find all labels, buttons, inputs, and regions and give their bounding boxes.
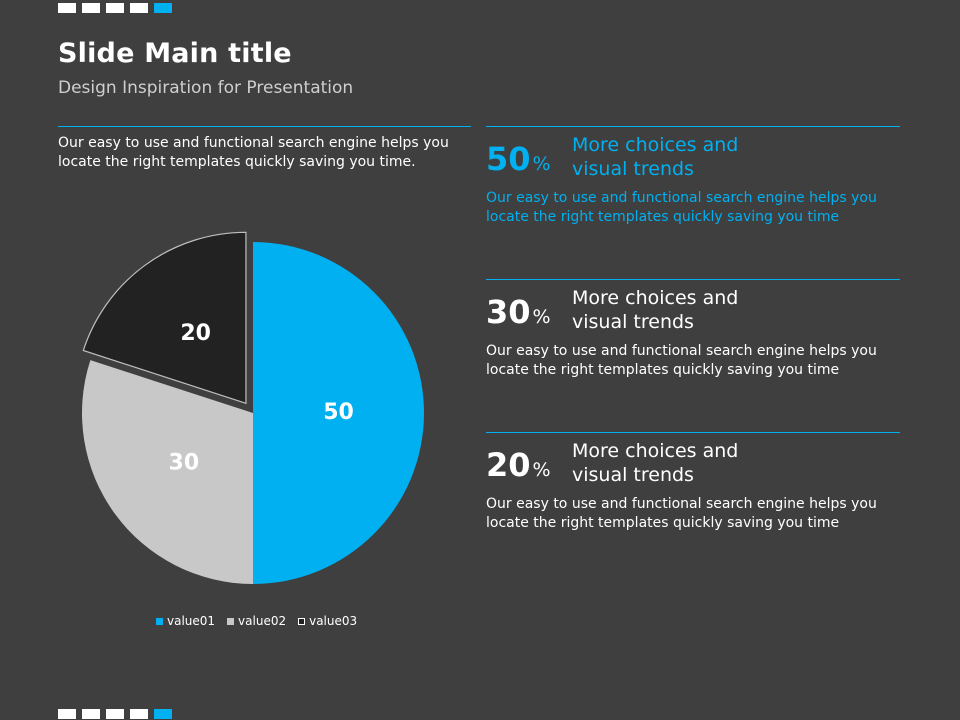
stat-value: 30 [486,293,531,331]
legend-swatch [298,617,306,625]
pie-data-label: 20 [180,321,211,346]
pie-chart: 50 30 20 [81,231,424,584]
decor-square-accent [154,3,172,13]
legend-item-value02: value02 [227,614,286,628]
top-decoration [58,3,172,13]
stat-unit: % [532,306,551,328]
decor-square [58,3,76,13]
stat-heading-line: More choices and [572,287,739,309]
stat-heading-line: More choices and [572,440,739,462]
stat-heading-line: visual trends [572,158,694,180]
stat-heading-line: More choices and [572,134,739,156]
legend-label: value02 [238,614,287,628]
decor-square [130,3,148,13]
stat-percentage: 50% [486,133,572,181]
chart-legend: value01 value02 value03 [156,614,357,628]
stat-value: 20 [486,446,531,484]
stat-description: Our easy to use and functional search en… [486,496,877,531]
legend-swatch [227,617,235,625]
stat-heading-line: visual trends [572,311,694,333]
slide-title: Slide Main title [58,38,292,69]
decor-square [82,3,100,13]
stat-heading: More choices and visual trends [572,286,738,334]
legend-label: value03 [309,614,358,628]
stat-description: Our easy to use and functional search en… [486,190,877,225]
legend-label: value01 [167,614,216,628]
divider-line [58,126,471,127]
stat-description: Our easy to use and functional search en… [486,343,877,378]
decor-square [58,709,76,719]
pie-data-label: 30 [169,450,200,475]
legend-item-value01: value01 [156,614,215,628]
decor-square [130,709,148,719]
divider-line [486,279,900,280]
pie-data-label: 50 [323,400,354,425]
legend-swatch [156,617,163,625]
decor-square [82,709,100,719]
pie-slice-value03 [82,231,247,405]
divider-line [486,126,900,127]
stat-heading: More choices and visual trends [572,439,738,487]
intro-text: Our easy to use and functional search en… [58,135,449,170]
legend-item-value03: value03 [298,614,357,628]
divider-line [486,432,900,433]
stat-heading-line: visual trends [572,464,694,486]
bottom-decoration [58,709,172,719]
decor-square [106,709,124,719]
pie-slice-value02 [81,360,253,584]
stat-percentage: 30% [486,286,572,334]
stat-unit: % [532,153,551,175]
stat-value: 50 [486,140,531,178]
pie-slice-value01 [253,242,424,584]
stat-unit: % [532,459,551,481]
decor-square [106,3,124,13]
stat-percentage: 20% [486,439,572,487]
stat-block-1: 50% More choices and visual trends Our e… [486,126,900,227]
decor-square-accent [154,709,172,719]
slide-subtitle: Design Inspiration for Presentation [58,78,354,98]
stat-block-3: 20% More choices and visual trends Our e… [486,432,900,533]
stat-block-2: 30% More choices and visual trends Our e… [486,279,900,380]
stat-heading: More choices and visual trends [572,133,738,181]
